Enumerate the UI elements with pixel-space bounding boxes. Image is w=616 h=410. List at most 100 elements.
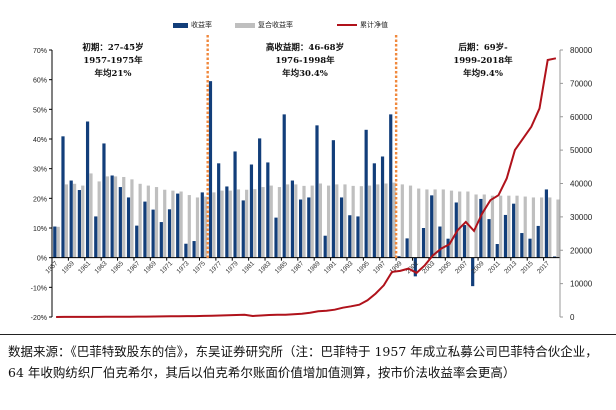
bar-return-1982 [258, 138, 262, 258]
bar-return-2003 [430, 195, 434, 258]
bar-compound-2014 [523, 196, 527, 258]
x-tick-label: 2001 [405, 260, 420, 275]
x-tick-label: 1975 [192, 260, 207, 275]
bar-compound-1987 [302, 185, 306, 258]
bar-return-1993 [348, 215, 352, 258]
annotation-line: 年均21% [94, 69, 132, 79]
bar-return-2006 [454, 202, 458, 258]
bar-compound-1995 [367, 185, 372, 258]
bar-compound-1979 [236, 189, 241, 258]
bar-return-1967 [135, 225, 139, 258]
bar-compound-1966 [130, 179, 134, 258]
bar-return-1961 [85, 121, 90, 258]
bar-compound-1957 [56, 226, 60, 258]
x-tick-label: 2013 [503, 260, 518, 275]
left-tick-label: -10% [31, 285, 47, 292]
bar-return-1996 [372, 163, 376, 258]
x-tick-label: 1969 [143, 260, 158, 275]
x-tick-label: 1973 [175, 260, 190, 275]
source-footnote: 数据来源：《巴菲特致股东的信》，东吴证券研究所（注：巴菲特于 1957 年成立私… [8, 344, 598, 380]
bar-return-2017 [544, 189, 549, 258]
bar-return-2000 [405, 238, 409, 258]
x-tick-label: 1959 [61, 260, 76, 275]
bar-compound-1971 [171, 190, 175, 258]
bar-compound-1991 [335, 184, 339, 258]
bar-compound-1977 [220, 190, 224, 258]
bar-compound-1982 [261, 187, 265, 258]
bar-compound-1973 [187, 195, 191, 258]
bar-compound-1978 [228, 190, 232, 258]
bar-return-1983 [266, 162, 270, 258]
x-tick-label: 1981 [241, 260, 256, 275]
bar-return-2009 [479, 198, 483, 258]
x-tick-label: 1991 [323, 260, 338, 275]
x-tick-label: 1997 [372, 260, 387, 275]
bar-return-1991 [331, 140, 335, 258]
bar-compound-2018 [556, 199, 560, 258]
bar-compound-1976 [212, 192, 216, 258]
divider-line [0, 334, 616, 335]
x-tick-label: 1983 [257, 260, 272, 275]
bar-return-1963 [102, 143, 106, 258]
bar-compound-1981 [253, 189, 257, 258]
x-tick-label: 1961 [77, 260, 92, 275]
bar-return-1975 [200, 192, 204, 258]
legend-item-compound: 复合收益率 [235, 20, 293, 30]
bar-compound-1986 [294, 184, 298, 258]
legend-item-return: 收益率 [173, 20, 212, 30]
bar-return-1978 [225, 186, 229, 258]
x-tick-label: 1985 [274, 260, 289, 275]
bar-compound-2003 [433, 189, 437, 258]
bar-return-1997 [380, 156, 385, 258]
bar-return-1986 [290, 180, 295, 258]
bar-return-1974 [192, 241, 196, 258]
right-tick-label: 70000 [570, 79, 593, 88]
bar-return-1965 [118, 187, 122, 258]
x-tick-label: 2011 [487, 260, 502, 275]
bar-compound-2013 [515, 195, 519, 258]
legend-swatch-nav [337, 24, 357, 26]
bar-compound-2011 [499, 195, 503, 258]
bar-compound-1983 [269, 185, 273, 258]
annotation-line: 1999-2018年 [453, 56, 513, 66]
left-tick-label: 40% [33, 137, 47, 144]
bar-return-2010 [487, 219, 491, 258]
bar-return-1973 [184, 243, 188, 258]
bar-compound-2012 [507, 195, 511, 258]
bar-return-1958 [61, 136, 65, 258]
chart: -20% -10% 0% 10% 20% 30% 40% 50% 60% 70% 0 10000 200… [31, 35, 593, 322]
bar-compound-1970 [163, 189, 167, 258]
bar-return-1987 [299, 199, 303, 258]
x-tick-label: 2007 [454, 260, 469, 275]
bar-return-1984 [274, 217, 278, 258]
left-tick-label: 50% [33, 107, 47, 114]
bar-return-1998 [389, 114, 393, 258]
left-tick-label: 30% [33, 167, 47, 174]
bar-return-1970 [159, 222, 163, 258]
x-tick-label: 1993 [339, 260, 354, 275]
bar-compound-1960 [81, 185, 85, 258]
bar-return-1988 [307, 197, 311, 258]
x-tick-label: 1963 [93, 260, 108, 275]
bar-return-2013 [512, 203, 516, 258]
bar-compound-1990 [326, 185, 331, 258]
bar-compound-1999 [400, 184, 404, 258]
bar-compound-2010 [490, 195, 495, 258]
bar-return-1994 [356, 216, 360, 258]
left-tick-label: 10% [33, 226, 47, 233]
x-tick-label: 1965 [110, 260, 125, 275]
annotation-line: 后期：69岁- [458, 43, 508, 53]
bar-compound-2016 [540, 197, 544, 258]
bar-return-2012 [503, 214, 508, 258]
bar-return-2008 [471, 257, 475, 287]
bar-compound-1988 [310, 185, 314, 258]
bar-return-2007 [462, 225, 467, 258]
x-tick-label: 1987 [290, 260, 305, 275]
bar-return-1964 [110, 175, 114, 258]
bar-compound-1992 [343, 184, 347, 258]
bar-return-1957 [53, 226, 57, 258]
bar-return-1999 [397, 256, 401, 258]
bar-compound-1959 [72, 183, 77, 258]
bar-compound-1964 [113, 176, 118, 258]
bar-compound-1963 [105, 176, 109, 258]
